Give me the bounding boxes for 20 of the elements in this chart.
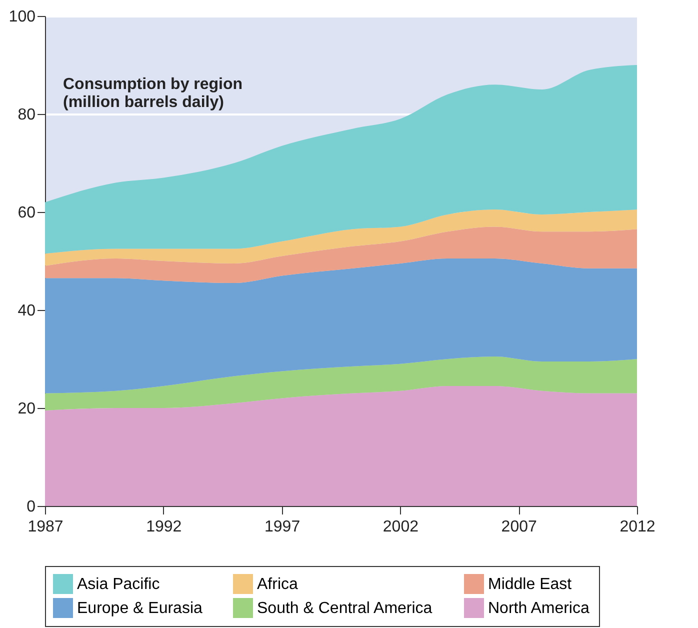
legend-label: South & Central America: [257, 600, 432, 617]
y-tick-label: 100: [8, 8, 36, 26]
legend-label: Asia Pacific: [77, 576, 160, 593]
x-tick-label: 2012: [620, 518, 656, 536]
legend-label: Europe & Eurasia: [77, 600, 203, 617]
text: Consumption by region: [63, 76, 243, 93]
y-tick-label: 80: [18, 106, 36, 124]
x-tick-label: 1992: [146, 518, 182, 536]
x-tick-label: 2007: [501, 518, 537, 536]
legend-label: Middle East: [488, 576, 572, 593]
legend-label: Africa: [257, 576, 298, 593]
x-tick-label: 1987: [28, 518, 64, 536]
x-tick-label: 1997: [264, 518, 300, 536]
y-tick-label: 60: [18, 204, 36, 222]
text: (million barrels daily): [63, 94, 224, 111]
y-tick-label: 20: [18, 400, 36, 418]
y-tick-label: 40: [18, 302, 36, 320]
legend-label: North America: [488, 600, 590, 617]
y-tick-label: 0: [26, 498, 36, 516]
x-tick-label: 2002: [382, 518, 419, 536]
